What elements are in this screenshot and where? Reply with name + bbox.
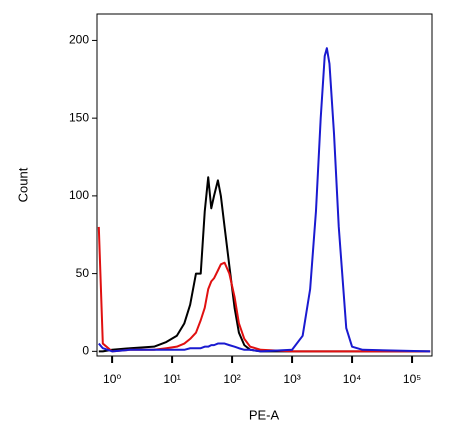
y-axis-title: Count bbox=[15, 167, 30, 202]
x-tick-label: 10⁴ bbox=[343, 372, 362, 386]
plot-frame bbox=[96, 13, 433, 357]
y-tick-label: 50 bbox=[76, 266, 90, 280]
y-tick-label: 100 bbox=[69, 188, 89, 202]
x-tick-label: 10⁰ bbox=[103, 372, 121, 386]
x-tick-label: 10² bbox=[223, 372, 240, 386]
y-tick-label: 200 bbox=[69, 33, 89, 47]
y-tick-label: 0 bbox=[82, 344, 89, 358]
histogram-line bbox=[98, 176, 431, 353]
x-tick-label: 10⁵ bbox=[403, 372, 421, 386]
histogram-line bbox=[97, 226, 431, 353]
y-tick-label: 150 bbox=[69, 110, 89, 124]
x-tick-label: 10³ bbox=[283, 372, 300, 386]
x-axis-title: PE-A bbox=[249, 407, 280, 422]
histogram-line bbox=[98, 47, 431, 353]
x-tick-label: 10¹ bbox=[163, 372, 180, 386]
